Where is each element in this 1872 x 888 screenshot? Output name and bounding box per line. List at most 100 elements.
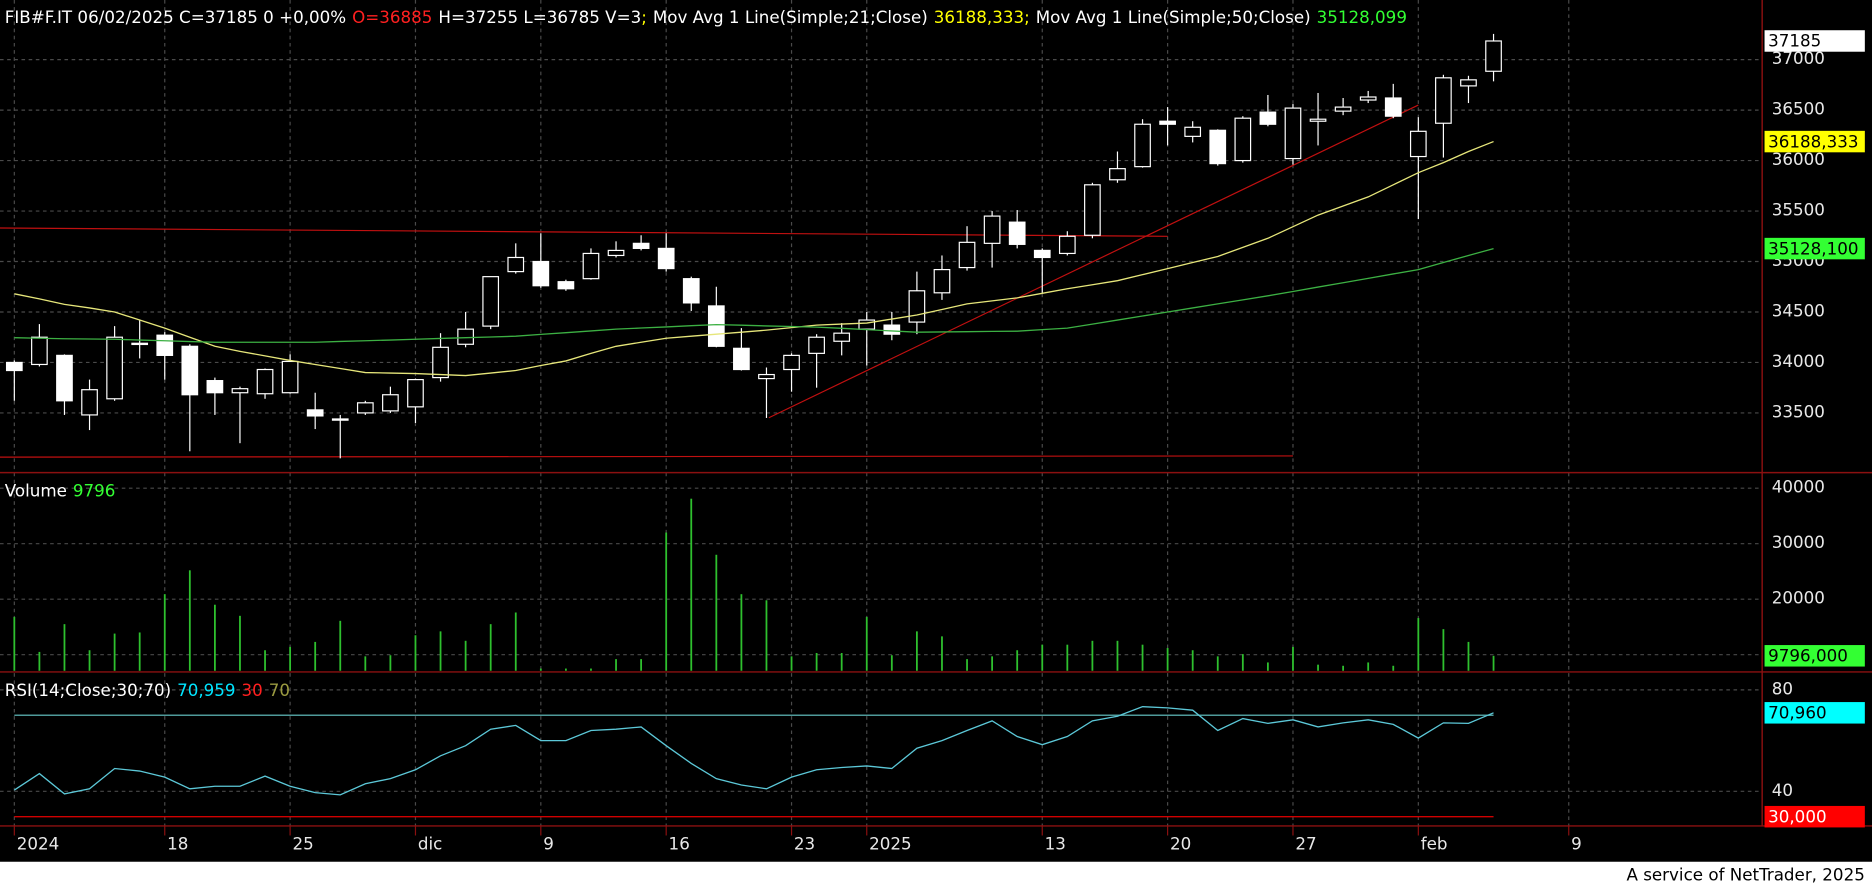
candle-body	[1184, 126, 1202, 137]
volume-bar	[690, 498, 693, 671]
volume-bar	[1342, 665, 1345, 671]
x-tick-label: 9	[543, 834, 554, 854]
volume-bar	[163, 594, 166, 671]
value-marker-label: 30,000	[1768, 806, 1826, 826]
candle-body	[983, 215, 1001, 244]
candle-body	[306, 409, 324, 417]
header-part: Mov Avg 1 Line(Simple;50;Close)	[1036, 6, 1311, 26]
candle-body	[256, 368, 274, 395]
volume-bar	[214, 604, 216, 671]
candle-body	[1309, 118, 1327, 122]
x-tick-label: 9	[1571, 834, 1582, 854]
panel-header: Volume 9796	[5, 480, 116, 500]
x-tick-label: 18	[167, 834, 188, 854]
header-part: 36188,333	[934, 6, 1024, 26]
y-tick-label: 80	[1772, 678, 1793, 698]
header-part: 35128,099	[1317, 6, 1407, 26]
trendlines	[0, 104, 1419, 458]
candle-body	[331, 418, 349, 421]
y-tick-label: 33500	[1772, 401, 1825, 421]
volume-bar	[665, 532, 668, 671]
volume-bar	[1367, 662, 1370, 671]
candle-body	[1435, 77, 1452, 124]
candle-body	[1084, 184, 1101, 236]
candle-body	[1284, 107, 1302, 160]
candle-body	[858, 319, 876, 330]
candle-body	[1159, 120, 1176, 125]
volume-bar	[1442, 629, 1445, 671]
x-tick-label: 2025	[869, 834, 912, 854]
candle-body	[1033, 249, 1051, 259]
y-tick-label: 37000	[1772, 48, 1825, 68]
y-tick-label: 35500	[1772, 200, 1825, 220]
header-part: 30	[242, 680, 263, 700]
volume-bar	[790, 656, 793, 671]
header-part: RSI(14;Close;30;70)	[5, 680, 171, 700]
volume-bar	[63, 624, 66, 671]
rsi-line	[13, 705, 1494, 796]
y-tick-label: 34000	[1772, 351, 1825, 371]
header-part: 70,959	[177, 680, 235, 700]
header-part: 9796	[73, 480, 116, 500]
candle-body	[733, 347, 750, 371]
candle-body	[1334, 106, 1352, 112]
volume-bar	[1317, 664, 1319, 671]
volume-bar	[1216, 656, 1219, 671]
volume-bar	[740, 594, 743, 671]
candle-body	[758, 373, 775, 380]
volume-bar	[765, 600, 768, 671]
value-marker-label: 70,960	[1768, 703, 1826, 723]
x-tick-label: 2024	[17, 834, 60, 854]
candle-body	[783, 354, 800, 371]
candle-body	[958, 241, 976, 269]
volume-bar	[815, 653, 818, 671]
candle-body	[181, 345, 199, 396]
volume-bar	[890, 655, 893, 671]
header-part: ;	[641, 6, 647, 26]
candle-body	[356, 402, 374, 414]
x-tick-label: 23	[794, 834, 815, 854]
candle-body	[1058, 235, 1076, 255]
candle-body	[1384, 97, 1402, 117]
plot-area	[5, 33, 1502, 818]
value-marker	[1764, 805, 1865, 828]
header-part: O=36885	[352, 6, 432, 26]
y-tick-label: 36000	[1772, 149, 1825, 169]
volume-bar	[1417, 618, 1420, 671]
volume-bar	[389, 655, 392, 671]
volume-bar	[88, 650, 91, 671]
volume-bar	[941, 636, 943, 671]
candle-body	[231, 388, 249, 394]
candle-body	[1460, 79, 1477, 87]
candle-body	[407, 379, 424, 408]
candle-body	[106, 336, 123, 400]
labels: 2024 18 25 dic 9 16 23 2025 13 20 27 feb 9 33500 34000…	[5, 6, 1865, 854]
candle-body	[1234, 117, 1252, 162]
candle-body	[532, 260, 550, 287]
volume-bar	[364, 656, 367, 671]
candle-body	[382, 394, 399, 412]
moving-average-line	[14, 140, 1494, 377]
candle-body	[607, 249, 625, 257]
volume-bar	[1166, 648, 1169, 671]
y-tick-label: 40000	[1772, 477, 1825, 497]
volume-bar	[1116, 640, 1119, 671]
volume-bar	[464, 640, 467, 671]
value-marker-label: 35128,100	[1768, 238, 1858, 258]
volume-bar	[188, 570, 191, 671]
candle-body	[1409, 130, 1427, 158]
candle-body	[457, 328, 474, 345]
volume-bar	[615, 659, 617, 671]
candle-body	[908, 290, 926, 323]
x-tick-label: 27	[1295, 834, 1316, 854]
volume-bar	[991, 656, 994, 671]
moving-average-line	[14, 247, 1494, 343]
candle-body	[1134, 123, 1151, 168]
volume-bar	[439, 631, 442, 671]
candle-body	[1008, 221, 1026, 245]
candle-body	[1209, 129, 1227, 165]
